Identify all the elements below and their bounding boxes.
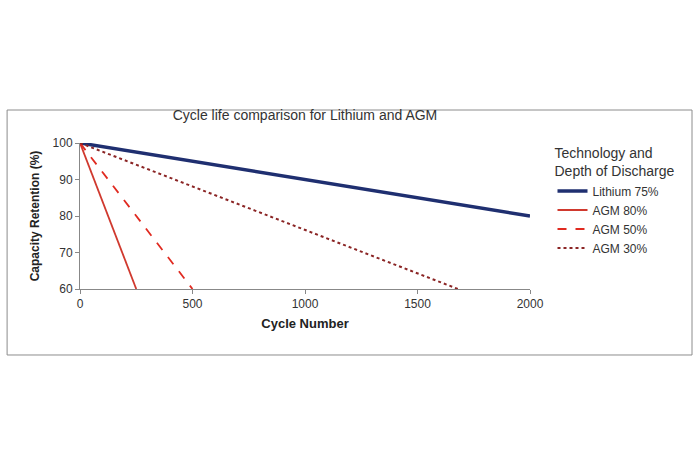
svg-text:AGM 30%: AGM 30% bbox=[593, 242, 648, 256]
svg-text:70: 70 bbox=[59, 246, 73, 260]
svg-text:100: 100 bbox=[53, 136, 73, 150]
svg-text:90: 90 bbox=[59, 173, 73, 187]
svg-text:Technology andDepth of Dischar: Technology andDepth of Discharge bbox=[555, 145, 675, 179]
svg-text:Cycle Number: Cycle Number bbox=[261, 316, 348, 331]
svg-text:80: 80 bbox=[59, 209, 73, 223]
svg-text:Lithium 75%: Lithium 75% bbox=[593, 185, 659, 199]
svg-text:AGM 80%: AGM 80% bbox=[593, 204, 648, 218]
svg-text:Capacity Retention (%): Capacity Retention (%) bbox=[28, 151, 42, 282]
svg-text:1500: 1500 bbox=[404, 297, 431, 311]
svg-text:2000: 2000 bbox=[517, 297, 544, 311]
svg-text:AGM 50%: AGM 50% bbox=[593, 223, 648, 237]
svg-text:0: 0 bbox=[77, 297, 84, 311]
svg-text:60: 60 bbox=[59, 282, 73, 296]
svg-text:Cycle life comparison for Lith: Cycle life comparison for Lithium and AG… bbox=[173, 107, 438, 123]
svg-text:1000: 1000 bbox=[292, 297, 319, 311]
svg-text:500: 500 bbox=[182, 297, 202, 311]
